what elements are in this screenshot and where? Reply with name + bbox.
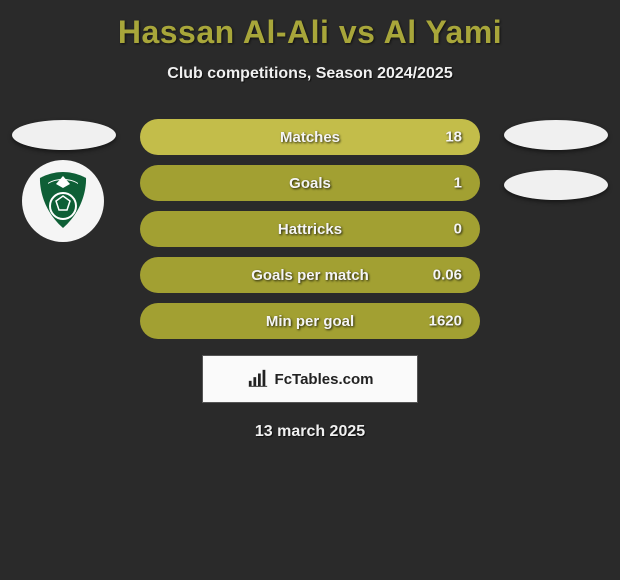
bar-chart-icon [247, 368, 269, 390]
stat-value-right: 18 [445, 129, 462, 146]
stat-row: Goals 1 [140, 165, 480, 201]
player-photo-placeholder-left [12, 120, 116, 150]
player-photo-placeholder-right-1 [504, 120, 608, 150]
club-logo-left [22, 160, 104, 242]
stat-row: Min per goal 1620 [140, 303, 480, 339]
stat-value-right: 0 [454, 221, 462, 238]
stat-label: Min per goal [266, 313, 354, 330]
stat-row: Hattricks 0 [140, 211, 480, 247]
stat-label: Goals [289, 175, 331, 192]
stat-value-right: 0.06 [433, 267, 462, 284]
brand-box[interactable]: FcTables.com [202, 355, 418, 403]
stat-label: Hattricks [278, 221, 342, 238]
page-title: Hassan Al-Ali vs Al Yami [0, 0, 620, 51]
stat-value-right: 1620 [429, 313, 462, 330]
shield-icon [28, 166, 98, 236]
comparison-card: Hassan Al-Ali vs Al Yami Club competitio… [0, 0, 620, 580]
stat-row: Goals per match 0.06 [140, 257, 480, 293]
subtitle: Club competitions, Season 2024/2025 [0, 65, 620, 83]
player-photo-placeholder-right-2 [504, 170, 608, 200]
right-player-column [502, 120, 612, 200]
left-player-column [8, 120, 118, 242]
stat-column: Matches 18 Goals 1 Hattricks 0 Goals per match… [140, 119, 480, 339]
stat-value-right: 1 [454, 175, 462, 192]
stat-row: Matches 18 [140, 119, 480, 155]
stat-label: Matches [280, 129, 340, 146]
stat-label: Goals per match [251, 267, 369, 284]
brand-label: FcTables.com [275, 371, 374, 388]
date-line: 13 march 2025 [0, 423, 620, 441]
